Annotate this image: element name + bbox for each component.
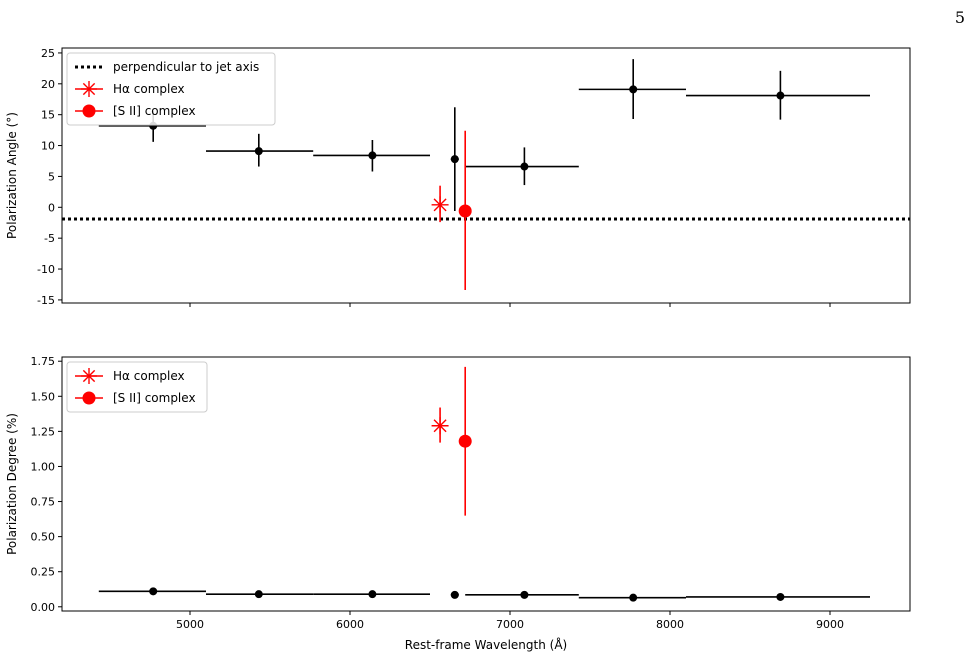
x-axis-label: Rest-frame Wavelength (Å) xyxy=(405,637,567,652)
y-tick-label: 5 xyxy=(48,170,55,183)
y-tick-label: 0.50 xyxy=(31,531,56,544)
data-point-halpha xyxy=(431,196,449,214)
y-tick-label: 1.75 xyxy=(31,355,56,368)
data-point-halpha xyxy=(431,417,449,435)
data-point xyxy=(368,590,377,599)
y-tick-label: 0.75 xyxy=(31,496,56,509)
data-point xyxy=(776,91,785,100)
data-point xyxy=(368,151,377,160)
y-tick-label: 25 xyxy=(41,47,55,60)
data-point xyxy=(776,592,785,601)
axes-frame xyxy=(61,356,911,612)
data-point xyxy=(629,85,638,94)
y-tick-label: 0.25 xyxy=(31,566,56,579)
legend-frame xyxy=(66,52,276,126)
legend-circle-marker xyxy=(82,104,96,118)
legend-frame xyxy=(66,361,208,413)
data-point xyxy=(520,162,529,171)
legend-label: Hα complex xyxy=(113,82,185,96)
y-tick-label: 0 xyxy=(48,201,55,214)
x-tick-label: 7000 xyxy=(496,618,524,631)
x-tick-label: 6000 xyxy=(336,618,364,631)
legend-label: Hα complex xyxy=(113,369,185,383)
data-point xyxy=(254,147,263,156)
y-tick-label: 15 xyxy=(41,109,55,122)
y-tick-label: -15 xyxy=(37,294,55,307)
legend: perpendicular to jet axis Hα complex [S II… xyxy=(66,52,276,126)
y-tick-label: 1.50 xyxy=(31,390,56,403)
data-point xyxy=(520,590,529,599)
page-number: 5 xyxy=(954,8,965,27)
y-tick-label: 10 xyxy=(41,140,55,153)
data-point-sii xyxy=(458,434,472,448)
y-tick-label: -5 xyxy=(44,232,55,245)
data-point xyxy=(149,587,158,596)
axes-frame xyxy=(61,47,911,304)
x-tick-label: 8000 xyxy=(656,618,684,631)
y-tick-label: -10 xyxy=(37,263,55,276)
data-point-sii xyxy=(458,204,472,218)
legend-circle-marker xyxy=(82,391,96,405)
legend-label: perpendicular to jet axis xyxy=(113,60,259,74)
panel-1: -15 -10 -5 0 5 10 15 20 25 Polarization Angle (°)… xyxy=(5,47,911,307)
y-tick-label: 20 xyxy=(41,78,55,91)
legend: Hα complex [S II] complex xyxy=(66,361,208,413)
panel-2: 0.00 0.25 0.50 0.75 1.00 1.25 1.50 1.75 5000 6000… xyxy=(5,355,911,652)
legend-label: [S II] complex xyxy=(113,391,196,405)
data-point xyxy=(450,590,459,599)
legend-star-marker xyxy=(81,81,97,97)
y-axis-label: Polarization Degree (%) xyxy=(5,413,19,555)
data-point xyxy=(254,590,263,599)
y-tick-label: 1.00 xyxy=(31,460,56,473)
x-tick-label: 9000 xyxy=(816,618,844,631)
y-tick-label: 0.00 xyxy=(31,601,56,614)
x-tick-label: 5000 xyxy=(176,618,204,631)
y-tick-label: 1.25 xyxy=(31,425,56,438)
data-point xyxy=(629,593,638,602)
y-axis-label: Polarization Angle (°) xyxy=(5,112,19,239)
data-point xyxy=(450,155,459,164)
plot-area xyxy=(98,366,870,602)
legend-label: [S II] complex xyxy=(113,104,196,118)
legend-star-marker xyxy=(81,368,97,384)
